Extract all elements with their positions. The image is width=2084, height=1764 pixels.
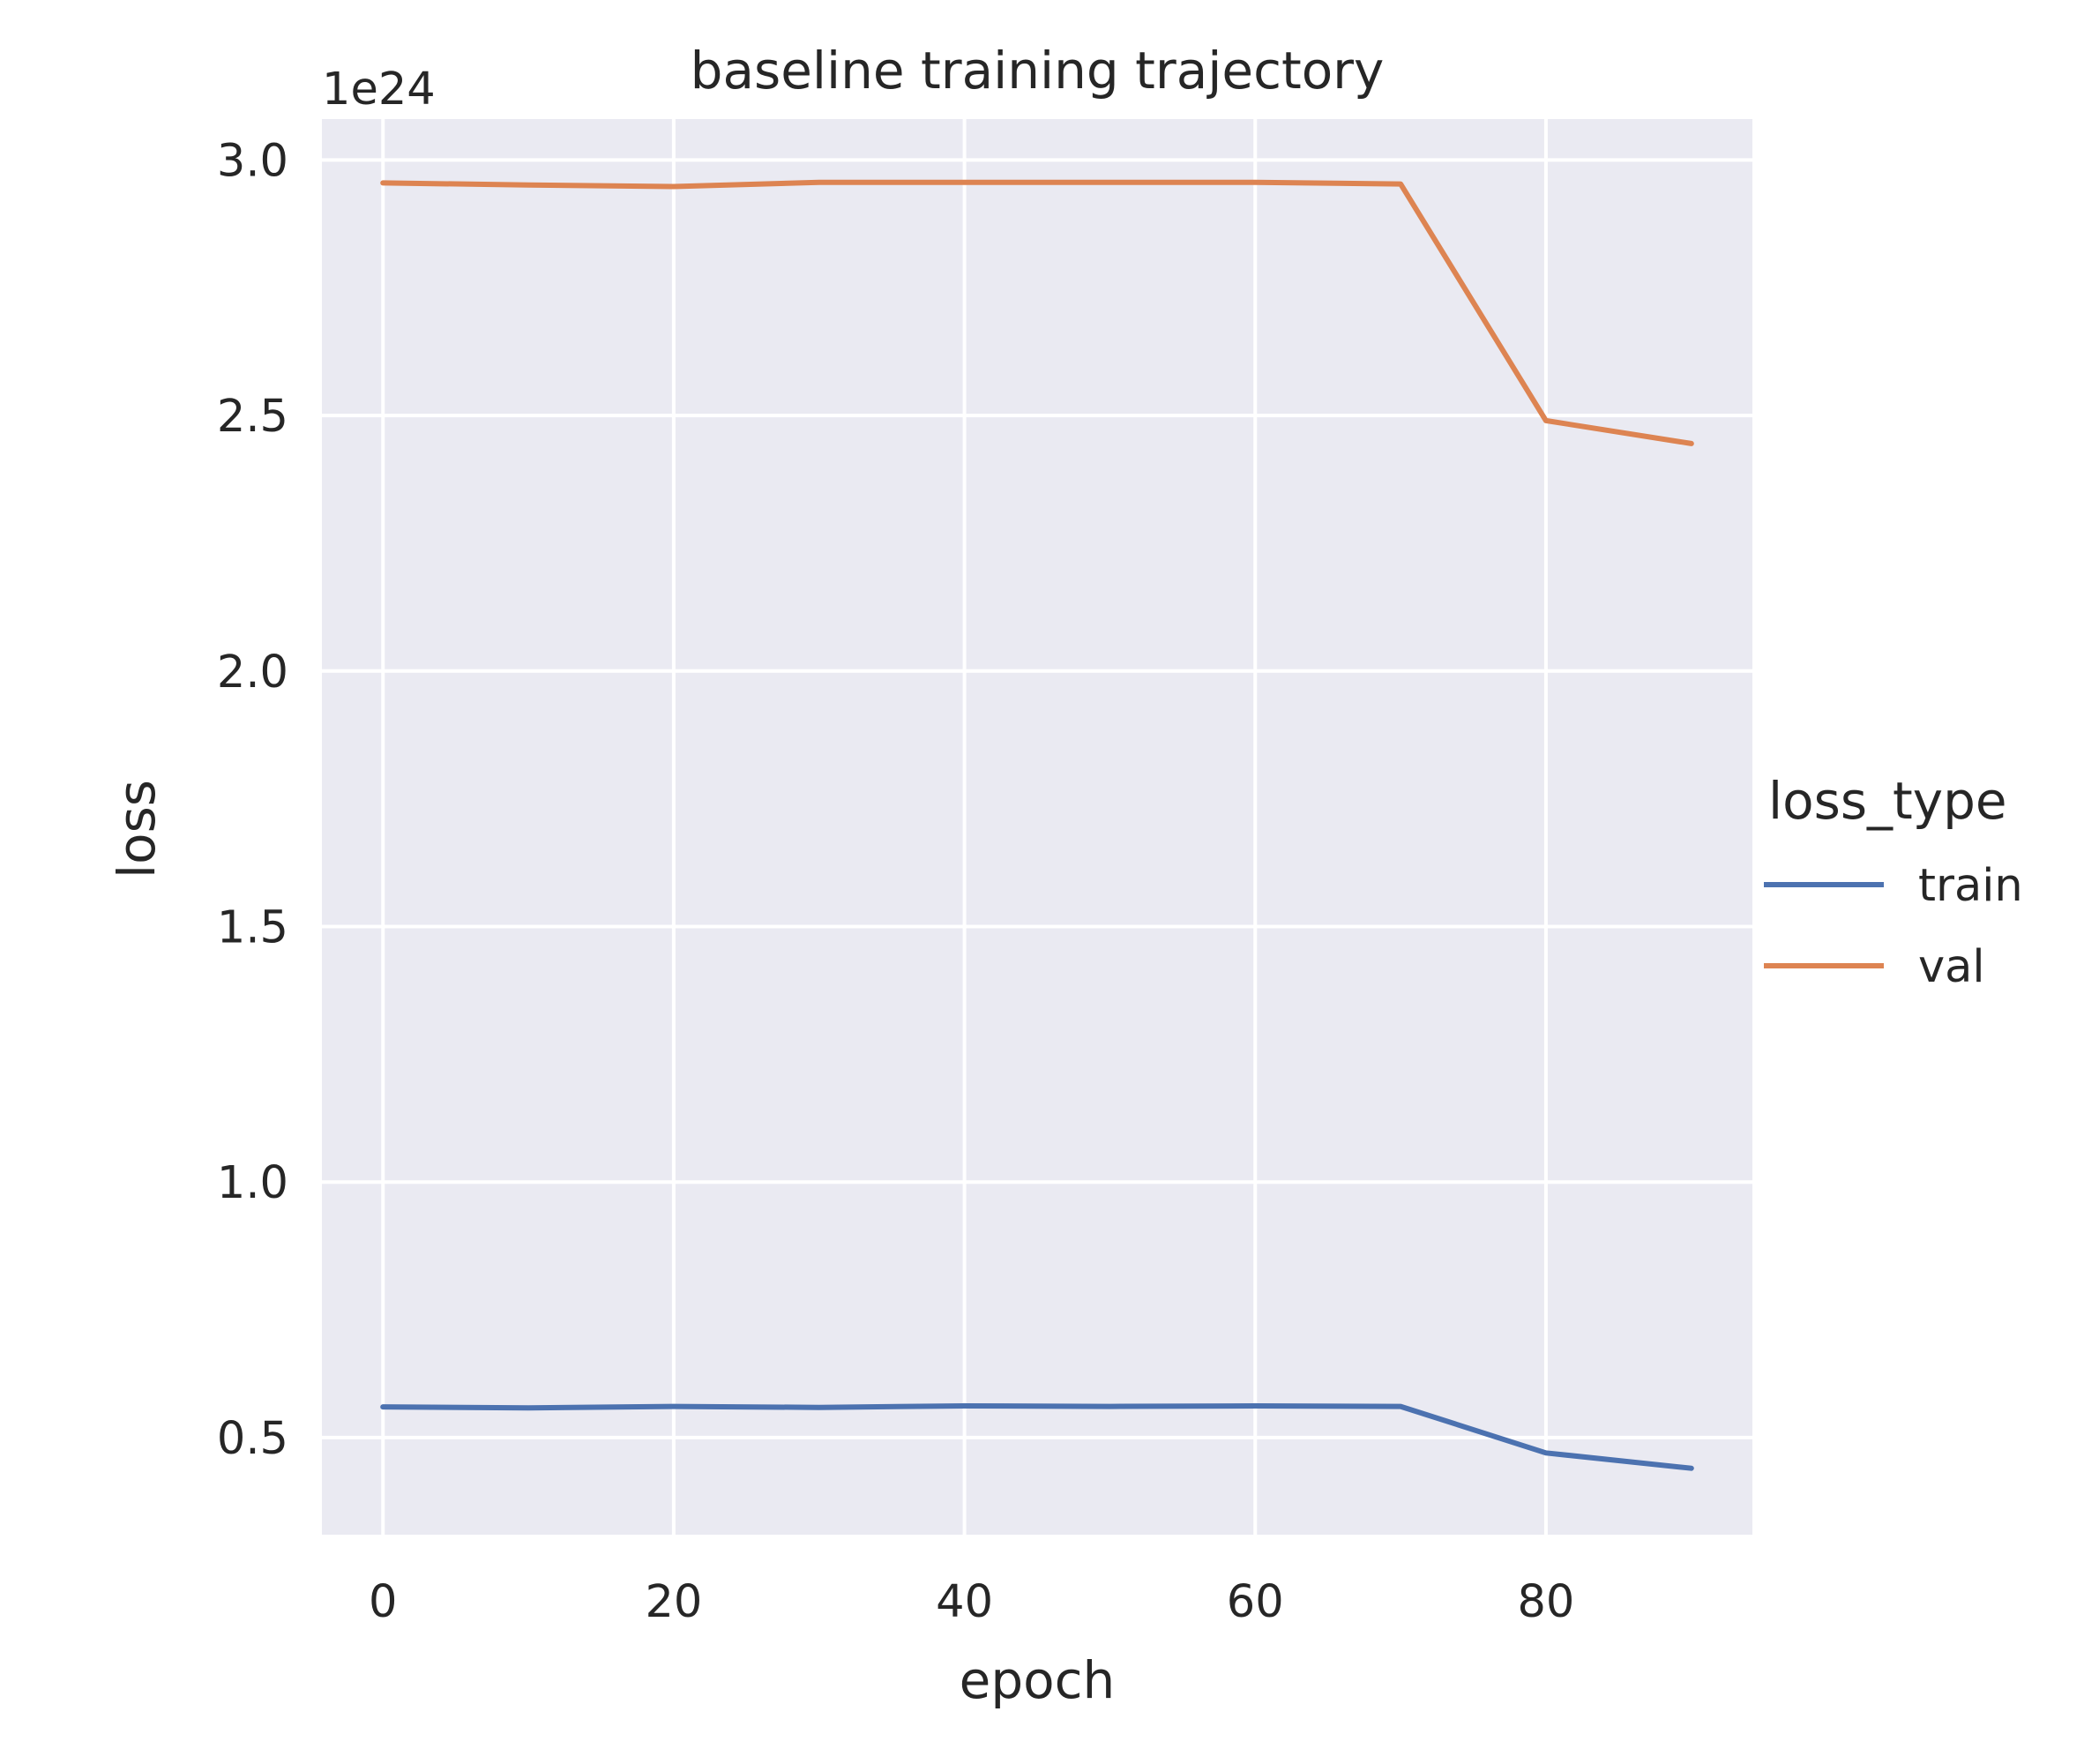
y-tick-label-4: 2.5 bbox=[217, 391, 288, 443]
x-tick-label-1: 20 bbox=[645, 1576, 702, 1628]
x-tick-labels: 0 20 40 60 80 bbox=[369, 1576, 1574, 1628]
y-tick-label-3: 2.0 bbox=[217, 647, 288, 699]
y-tick-label-2: 1.5 bbox=[217, 901, 288, 953]
series-lines bbox=[380, 179, 1694, 1471]
series-line-train bbox=[380, 1403, 1694, 1471]
y-tick-label-1: 1.0 bbox=[217, 1157, 288, 1209]
y-offset-label: 1e24 bbox=[322, 64, 436, 116]
y-axis-label: loss bbox=[107, 780, 167, 878]
y-tick-labels: 0.5 1.0 1.5 2.0 2.5 3.0 bbox=[217, 135, 288, 1465]
legend: loss_type train val bbox=[1764, 771, 2023, 993]
y-tick-label-0: 0.5 bbox=[217, 1413, 288, 1465]
x-axis-label: epoch bbox=[960, 1650, 1116, 1710]
series-line-val bbox=[380, 179, 1694, 446]
x-tick-label-4: 80 bbox=[1517, 1576, 1574, 1628]
legend-label-train: train bbox=[1918, 860, 2023, 912]
legend-label-val: val bbox=[1918, 941, 1985, 993]
x-gridlines bbox=[381, 119, 1548, 1535]
x-tick-label-0: 0 bbox=[369, 1576, 397, 1628]
legend-title: loss_type bbox=[1768, 771, 2007, 831]
y-tick-label-5: 3.0 bbox=[217, 135, 288, 187]
chart-title: baseline training trajectory bbox=[691, 41, 1385, 101]
x-tick-label-2: 40 bbox=[936, 1576, 993, 1628]
plot-background bbox=[322, 119, 1752, 1535]
x-tick-label-3: 60 bbox=[1227, 1576, 1284, 1628]
y-gridlines bbox=[322, 158, 1752, 1439]
